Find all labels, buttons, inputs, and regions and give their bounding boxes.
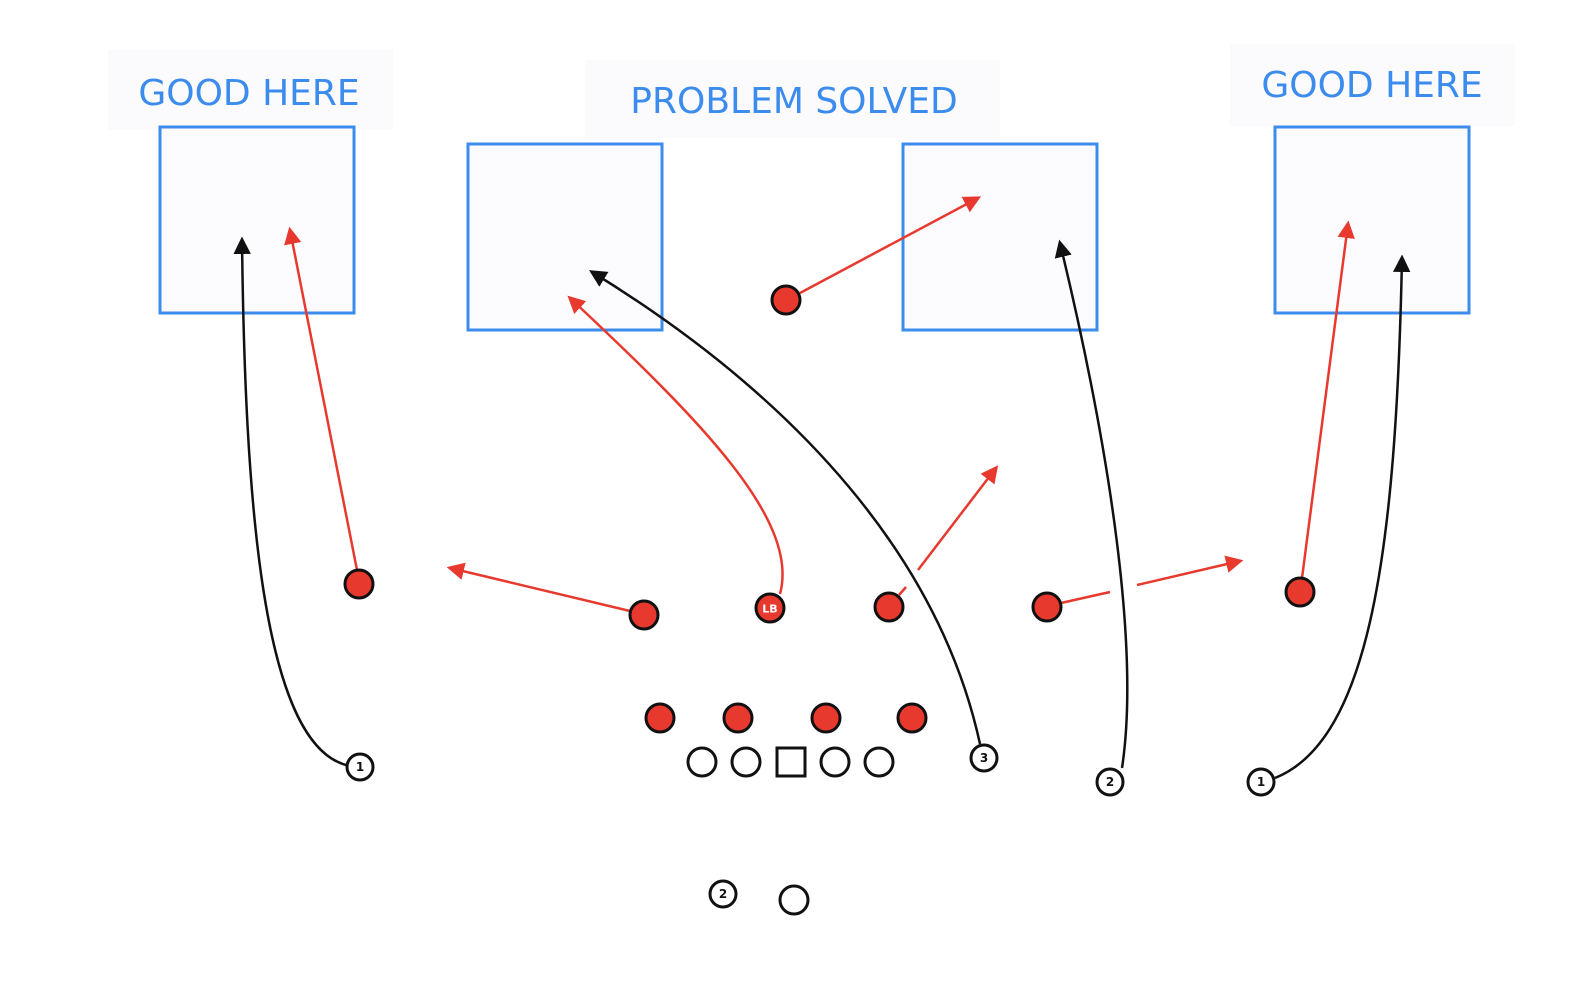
defender-left-backer	[628, 599, 660, 631]
zone-box-right	[1273, 125, 1471, 315]
drop-right-backer-stub	[898, 586, 907, 596]
receiver-inside-right	[1095, 767, 1125, 797]
receiver-number: 1	[356, 760, 364, 774]
drop-right-corner	[1300, 220, 1355, 579]
drop-linebacker	[567, 295, 784, 595]
receiver-number: 2	[1106, 775, 1114, 789]
offensive-lineman	[863, 746, 895, 778]
drop-right-backer	[917, 465, 999, 571]
defender-left-corner	[343, 568, 375, 600]
offensive-lineman	[730, 746, 762, 778]
defender-lineman	[644, 702, 676, 734]
drop-nickel-stub	[1060, 590, 1111, 605]
zone-box-left	[158, 125, 356, 315]
defender-linebacker	[754, 592, 786, 624]
quarterback	[778, 884, 810, 916]
defender-right-corner	[1284, 576, 1316, 608]
offensive-lineman	[686, 746, 718, 778]
label-background-right	[1230, 44, 1515, 126]
offensive-lineman	[819, 746, 851, 778]
route-receiver-2	[1054, 239, 1129, 769]
receiver-number: 1	[1257, 775, 1265, 789]
receiver-right	[1246, 767, 1276, 797]
zone-label-right: GOOD HERE	[1261, 65, 1482, 106]
zone-label-left: GOOD HERE	[138, 73, 359, 114]
defender-nickel	[1031, 591, 1063, 623]
receiver-slot	[969, 743, 999, 773]
route-slot-receiver-3	[589, 270, 982, 745]
drop-nickel	[1136, 555, 1244, 587]
receiver-left	[345, 752, 375, 782]
drop-left-corner	[284, 226, 359, 571]
defender-lineman	[896, 702, 928, 734]
route-left-receiver	[233, 236, 347, 767]
zone-box-center-left	[466, 142, 664, 332]
zone-label-center: PROBLEM SOLVED	[630, 81, 957, 122]
route-right-receiver	[1274, 254, 1411, 780]
label-background-center	[585, 60, 1000, 138]
running-back-number: 2	[719, 887, 727, 901]
defender-lineman	[722, 702, 754, 734]
receiver-number: 3	[980, 751, 988, 765]
drop-left-backer	[446, 562, 631, 613]
defender-safety	[770, 284, 802, 316]
linebacker-label: LB	[762, 603, 777, 616]
defender-right-backer	[873, 591, 905, 623]
zone-box-center-right	[901, 142, 1099, 332]
center-square	[775, 746, 807, 778]
label-background-left	[108, 50, 393, 130]
drop-safety	[799, 196, 982, 295]
running-back	[708, 879, 738, 909]
defender-lineman	[810, 702, 842, 734]
